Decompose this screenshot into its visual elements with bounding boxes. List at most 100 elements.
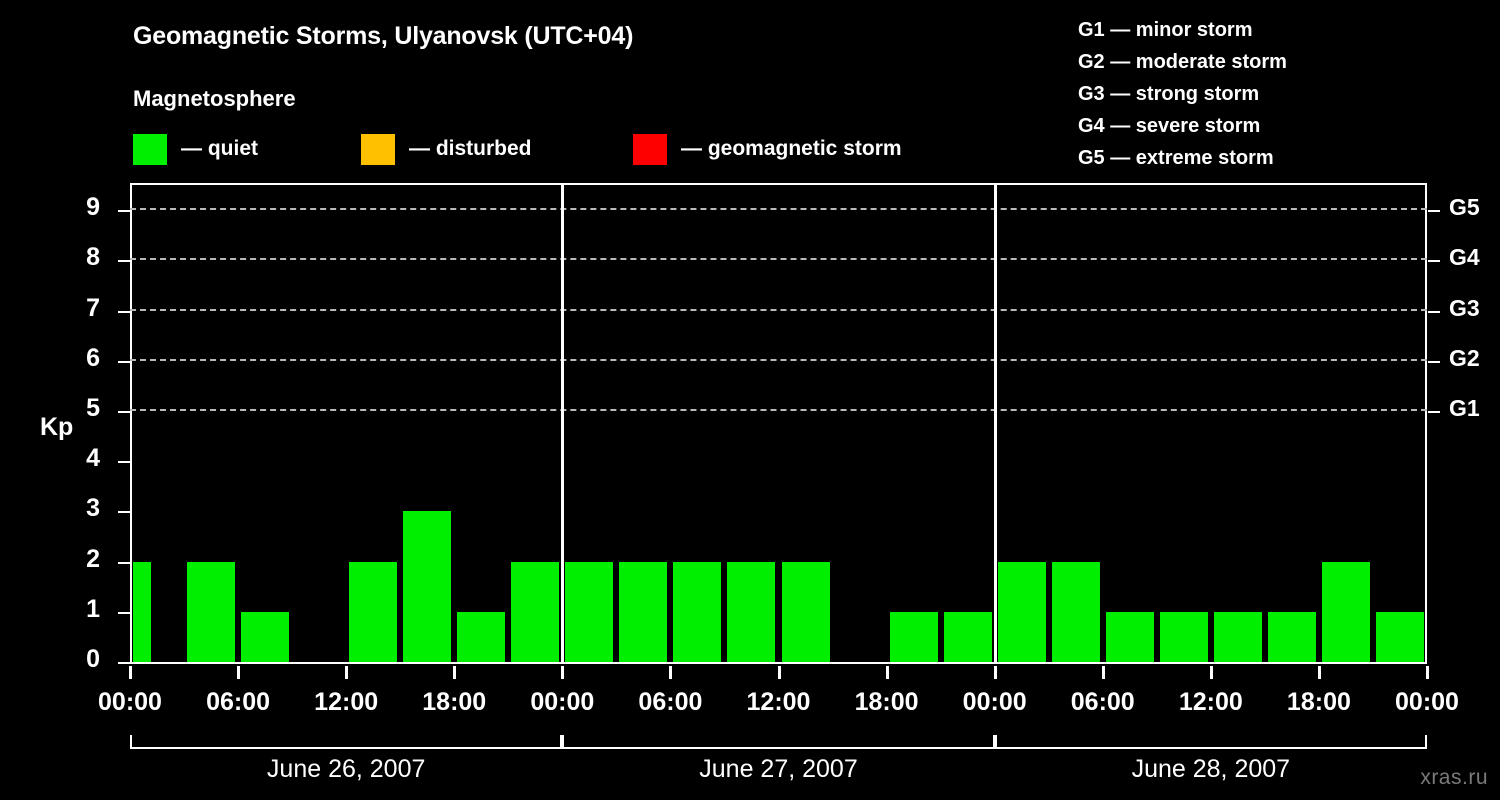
y-tick-mark <box>118 360 130 363</box>
x-tick-label: 18:00 <box>1286 688 1351 716</box>
bar <box>1213 611 1262 662</box>
bar <box>457 611 506 662</box>
chart-subtitle: Magnetosphere <box>133 86 296 111</box>
y-tick-mark <box>118 561 130 564</box>
gridline <box>130 208 1427 211</box>
bar <box>349 561 398 662</box>
x-tick-mark <box>669 666 673 679</box>
x-tick-mark <box>885 666 889 679</box>
bar <box>943 611 992 662</box>
legend-item: — geomagnetic storm <box>633 133 902 165</box>
bar <box>673 561 722 662</box>
y-tick-label: 4 <box>86 444 100 473</box>
legend-item-label: — geomagnetic storm <box>681 137 902 160</box>
gscale-legend: G1 — minor storm G2 — moderate storm G3 — … <box>1078 14 1287 174</box>
x-tick-mark <box>777 666 781 679</box>
gscale-row: G3 — strong storm <box>1078 83 1260 105</box>
bar <box>1267 611 1316 662</box>
x-tick-mark <box>1426 666 1429 679</box>
bar <box>1159 611 1208 662</box>
y-tick-label: 5 <box>86 393 100 422</box>
gscale-row: G2 — moderate storm <box>1078 51 1287 73</box>
x-tick-label: 18:00 <box>854 688 919 716</box>
x-tick-mark <box>561 666 565 679</box>
legend-item-label: — quiet <box>181 137 258 160</box>
bar <box>133 561 152 662</box>
y-tick-mark <box>118 210 130 213</box>
gscale-row: G1 — minor storm <box>1078 19 1253 41</box>
y-tick-mark <box>118 662 130 664</box>
y-tick-label: 0 <box>86 645 100 673</box>
orange-square-icon <box>361 133 395 165</box>
y-tick-mark <box>118 461 130 464</box>
g-tick-label: G1 <box>1449 394 1480 421</box>
y-tick-label: 7 <box>86 293 100 322</box>
x-tick-mark <box>1209 666 1213 679</box>
gridline <box>130 408 1427 411</box>
y-tick-label: 2 <box>86 544 100 573</box>
bar <box>565 561 614 662</box>
plot-frame <box>130 183 1427 664</box>
g-tick-label: G2 <box>1449 344 1480 371</box>
bar <box>1375 611 1424 662</box>
bar <box>511 561 560 662</box>
x-tick-mark <box>237 666 241 679</box>
x-tick-mark <box>1101 666 1105 679</box>
page-title: Geomagnetic Storms, Ulyanovsk (UTC+04) <box>133 22 634 50</box>
day-bracket <box>562 735 995 749</box>
x-tick-label: 06:00 <box>1070 688 1135 716</box>
day-label: June 27, 2007 <box>699 755 858 783</box>
bar <box>619 561 668 662</box>
x-tick-label: 12:00 <box>314 688 379 716</box>
g-tick-mark <box>1428 360 1440 363</box>
bar <box>997 561 1046 662</box>
x-tick-mark <box>129 666 132 679</box>
x-tick-label: 12:00 <box>1178 688 1243 716</box>
gridline <box>130 358 1427 361</box>
y-axis-title: Kp <box>40 413 74 441</box>
g-tick-label: G5 <box>1449 194 1480 221</box>
g-tick-label: G4 <box>1449 244 1480 271</box>
g-tick-mark <box>1428 410 1440 413</box>
x-tick-label: 12:00 <box>746 688 811 716</box>
y-tick-label: 1 <box>86 594 100 623</box>
green-square-icon <box>133 133 167 165</box>
plot-area <box>130 183 1427 664</box>
bar-series <box>130 185 1427 662</box>
red-square-icon <box>633 133 667 165</box>
bar <box>889 611 938 662</box>
bar <box>241 611 290 662</box>
watermark: xras.ru <box>1420 766 1488 789</box>
g-tick-mark <box>1428 260 1440 263</box>
g-tick-mark <box>1428 310 1440 313</box>
bar-overflow <box>781 561 804 662</box>
y-tick-mark <box>118 511 130 514</box>
x-tick-mark <box>345 666 349 679</box>
day-label: June 26, 2007 <box>266 755 426 783</box>
y-tick-label: 8 <box>86 243 100 272</box>
day-bracket <box>994 735 1427 749</box>
legend-item: — quiet <box>133 133 258 165</box>
day-divider <box>561 183 565 664</box>
y-tick-label: 3 <box>86 494 100 523</box>
gscale-row: G5 — extreme storm <box>1078 147 1274 169</box>
g-tick-mark <box>1428 210 1440 213</box>
bar <box>727 561 776 662</box>
day-label: June 28, 2007 <box>1131 755 1291 783</box>
legend-item-label: — disturbed <box>409 137 532 160</box>
legend-item: — disturbed <box>361 133 532 165</box>
g-tick-label: G3 <box>1449 294 1480 321</box>
x-tick-mark <box>453 666 457 679</box>
y-tick-label: 6 <box>86 343 100 372</box>
x-tick-label: 00:00 <box>98 688 162 716</box>
day-divider <box>993 183 997 664</box>
gscale-row: G4 — severe storm <box>1078 115 1261 137</box>
gridline <box>130 258 1427 261</box>
x-tick-mark <box>1317 666 1321 679</box>
y-tick-mark <box>118 260 130 263</box>
x-tick-label: 00:00 <box>1395 688 1459 716</box>
day-bracket <box>130 735 563 749</box>
y-tick-mark <box>118 310 130 313</box>
x-tick-label: 00:00 <box>962 688 1027 716</box>
